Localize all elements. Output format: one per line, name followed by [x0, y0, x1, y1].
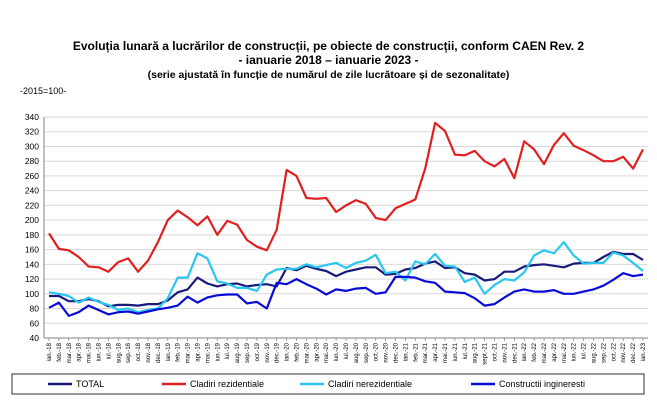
- series-line: [48, 241, 644, 314]
- x-tick-label: feb.-20: [294, 342, 300, 361]
- x-tick-label: mai.-18: [87, 342, 93, 363]
- y-tick-label: 200: [25, 215, 39, 225]
- x-tick-label: oct.-18: [136, 342, 142, 361]
- x-tick-label: sep.-20: [364, 342, 370, 363]
- x-tick-label: nov.-19: [265, 342, 271, 362]
- x-tick-label: aug.-21: [473, 342, 479, 363]
- x-tick-label: dec.-21: [512, 342, 518, 363]
- x-tick-label: iun.-18: [96, 342, 102, 361]
- x-tick-label: sep.-19: [245, 342, 251, 363]
- legend-label: Constructii ingineresti: [499, 379, 585, 389]
- y-tick-label: 120: [25, 274, 39, 284]
- x-tick-label: ian.-22: [522, 342, 528, 361]
- y-tick-label: 140: [25, 259, 39, 269]
- x-tick-label: mai.-21: [443, 342, 449, 363]
- series-lines: [48, 121, 644, 317]
- x-tick-label: feb.-22: [532, 342, 538, 361]
- x-tick-label: iun.-19: [215, 342, 221, 361]
- x-tick-label: dec.-19: [275, 342, 281, 363]
- x-tick-label: sept.-21: [483, 342, 489, 364]
- y-tick-label: 60: [30, 318, 40, 328]
- y-tick-label: 160: [25, 245, 39, 255]
- x-tick-label: ian.-19: [166, 342, 172, 361]
- y-tick-label: 340: [25, 112, 39, 122]
- series-line: [48, 121, 644, 273]
- x-tick-label: oct.-20: [374, 342, 380, 361]
- x-tick-label: iun.-20: [334, 342, 340, 361]
- x-tick-label: dec.-20: [394, 342, 400, 363]
- x-tick-label: iun.-22: [572, 342, 578, 361]
- x-tick-label: mai.-19: [205, 342, 211, 363]
- x-tick-label: nov.-21: [502, 342, 508, 362]
- x-tick-label: oct.-19: [255, 342, 261, 361]
- x-tick-label: apr.-18: [77, 342, 83, 361]
- x-tick-label: nov.-20: [384, 342, 390, 362]
- x-tick-label: feb.-21: [413, 342, 419, 361]
- x-tick-label: mar.-19: [186, 342, 192, 363]
- x-tick-label: oct.-22: [611, 342, 617, 361]
- x-tick-label: ian.-20: [285, 342, 291, 361]
- x-tick-label: feb.-19: [176, 342, 182, 361]
- x-tick-label: nov.-18: [146, 342, 152, 362]
- x-tick-label: nov.-22: [621, 342, 627, 362]
- y-tick-label: 280: [25, 156, 39, 166]
- x-tick-label: aug.-18: [116, 342, 122, 363]
- x-tick-label: aug.-19: [235, 342, 241, 363]
- legend-label: Cladiri rezidentiale: [190, 379, 264, 389]
- y-tick-label: 300: [25, 141, 39, 151]
- chart-title: Evoluția lunară a lucrărilor de construc…: [72, 39, 585, 53]
- x-tick-label: apr.-22: [552, 342, 558, 361]
- y-tick-label: 320: [25, 127, 39, 137]
- x-tick-label: aug.-22: [592, 342, 598, 363]
- axes: [43, 117, 648, 339]
- x-tick-label: mar.-22: [542, 342, 548, 363]
- x-tick-label: iul.-21: [463, 342, 469, 359]
- x-tick-label: oct.-21: [493, 342, 499, 361]
- y-tick-label: 80: [30, 304, 40, 314]
- x-tick-label: iun.-21: [453, 342, 459, 361]
- x-tick-label: sep.-22: [601, 342, 607, 363]
- legend-label: Cladiri nerezidentiale: [328, 379, 412, 389]
- y-tick-label: 260: [25, 171, 39, 181]
- y-tick-label: 40: [30, 333, 40, 343]
- x-tick-label: mar.-21: [423, 342, 429, 363]
- legend-box: [11, 373, 645, 395]
- y-axis-ticks: 40 60 80 100 120 140 160 180 200 220 240 260 280 300 3…: [25, 112, 39, 343]
- unit-label: -2015=100-: [20, 86, 67, 96]
- chart-note: (serie ajustată în funcție de numărul de…: [147, 69, 510, 81]
- x-tick-label: dec.-22: [631, 342, 637, 363]
- x-tick-label: ian.-23: [641, 342, 647, 361]
- x-tick-label: iul.-22: [582, 342, 588, 359]
- y-tick-label: 220: [25, 200, 39, 210]
- x-tick-label: dec.-18: [156, 342, 162, 363]
- x-tick-label: apr.-20: [314, 342, 320, 361]
- x-tick-label: mai.-22: [562, 342, 568, 363]
- series-line: [48, 272, 644, 317]
- chart-subtitle: - ianuarie 2018 – ianuarie 2023 -: [238, 53, 419, 67]
- y-tick-label: 240: [25, 186, 39, 196]
- series-line: [49, 250, 644, 308]
- x-tick-label: mai.-20: [324, 342, 330, 363]
- x-tick-label: apr.-21: [433, 342, 439, 361]
- x-tick-label: ian.-21: [403, 342, 409, 361]
- x-tick-label: feb.-18: [57, 342, 63, 361]
- x-tick-label: iul.-18: [106, 342, 112, 359]
- x-tick-label: iul.-20: [344, 342, 350, 359]
- legend-label: TOTAL: [76, 379, 104, 389]
- x-tick-label: apr.-19: [195, 342, 201, 361]
- legend: TOTAL Cladiri rezidentiale Cladiri nerezid…: [11, 373, 645, 395]
- x-tick-label: ian.-18: [47, 342, 53, 361]
- x-tick-label: iul.-19: [225, 342, 231, 359]
- x-axis-ticks: ian.-18 feb.-18 mar.-18 apr.-18 mai.-18 iun.-…: [47, 338, 647, 365]
- x-tick-label: mar.-18: [67, 342, 73, 363]
- x-tick-label: sep.-18: [126, 342, 132, 363]
- x-tick-label: aug.-20: [354, 342, 360, 363]
- y-tick-label: 100: [25, 289, 39, 299]
- x-tick-label: mar.-20: [304, 342, 310, 363]
- y-tick-label: 180: [25, 230, 39, 240]
